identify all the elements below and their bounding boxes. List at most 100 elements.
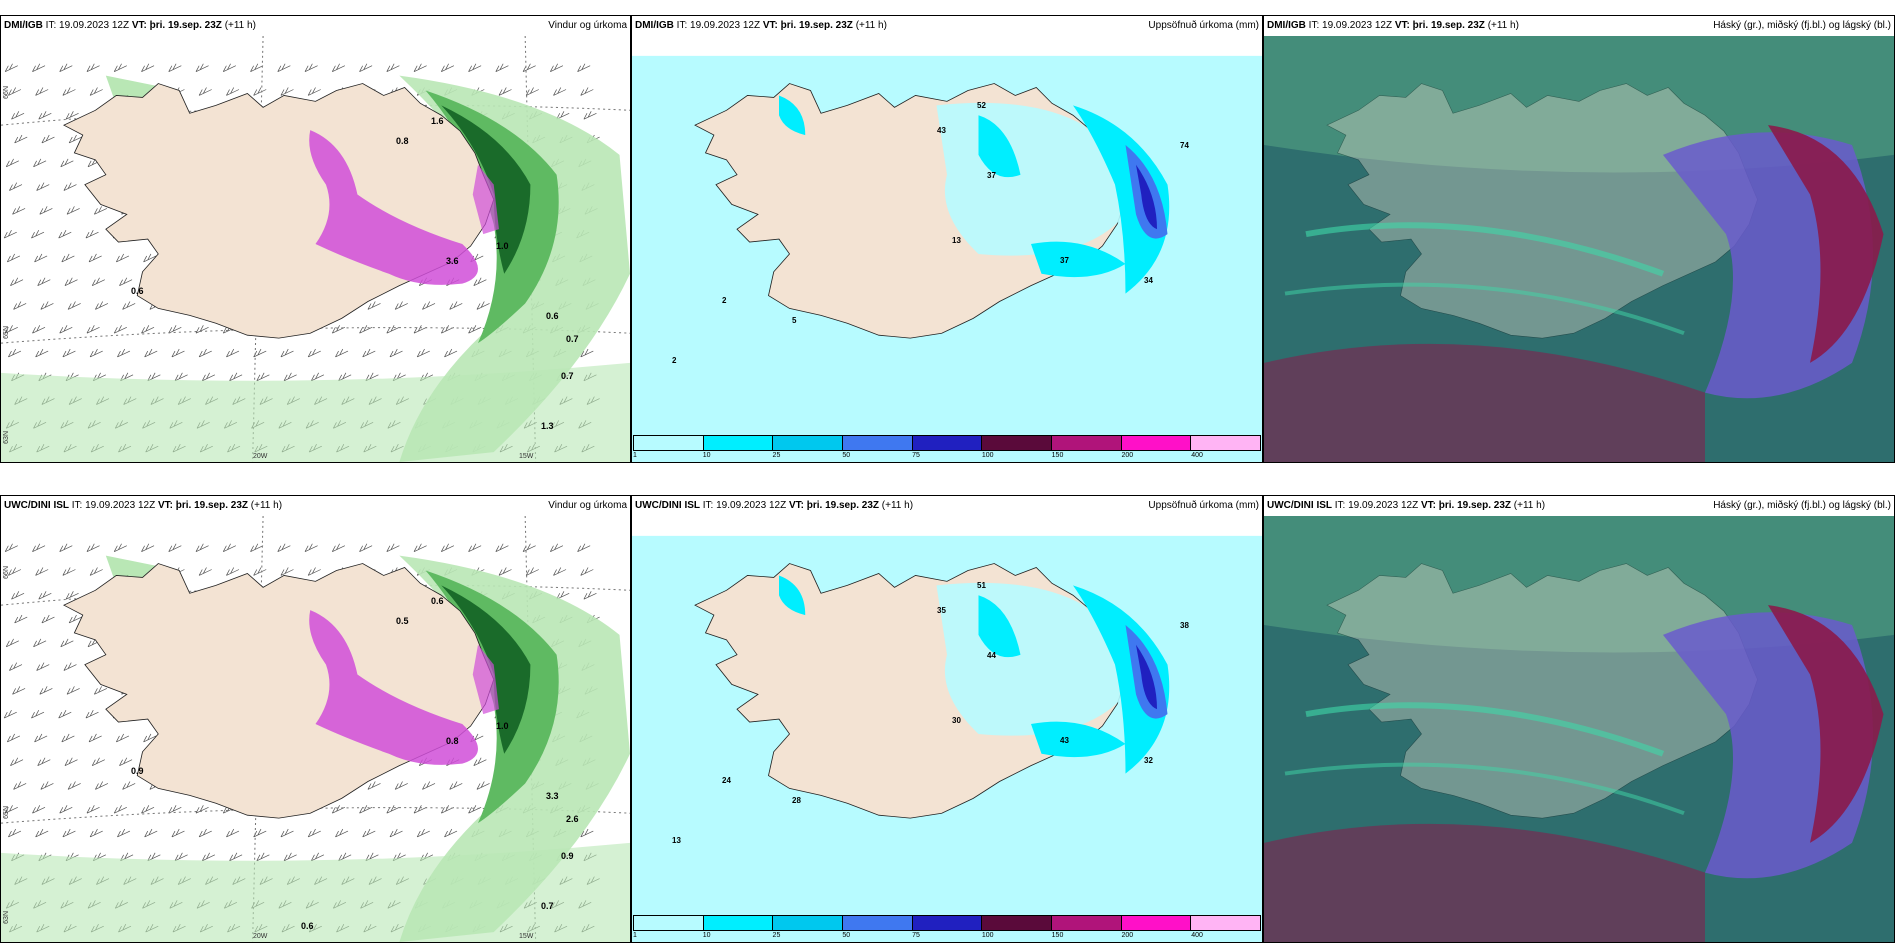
- legend-tick-label: 1: [633, 932, 637, 939]
- legend-tick-label: 400: [1191, 452, 1203, 459]
- precip-value-label: 0.6: [131, 286, 144, 296]
- longitude-label: 20W: [253, 933, 268, 940]
- legend-swatch: [634, 916, 704, 930]
- panel-title: Háský (gr.), miðský (fj.bl.) og lágský (…: [1713, 20, 1891, 31]
- legend-swatch: [703, 436, 774, 450]
- precip-total-label: 28: [792, 796, 801, 805]
- legend-tick-label: 75: [912, 452, 920, 459]
- precip-total-label: 38: [1180, 621, 1189, 630]
- model-name: DMI/IGB: [635, 20, 674, 31]
- precip-value-label: 0.9: [561, 851, 574, 861]
- latitude-label: 66N: [3, 86, 10, 99]
- latitude-label: 63N: [3, 911, 10, 924]
- precip-value-label: 1.0: [496, 241, 509, 251]
- legend-swatch: [773, 436, 844, 450]
- precip-value-label: 0.6: [301, 921, 314, 931]
- precip-total-label: 30: [952, 716, 961, 725]
- legend-tick-label: 10: [702, 932, 711, 939]
- precip-total-label: 13: [952, 236, 961, 245]
- legend-tick-label: 150: [1051, 452, 1064, 459]
- legend-tick-label: 50: [842, 932, 851, 939]
- map-area[interactable]: [632, 516, 1262, 942]
- legend-tick-label: 200: [1121, 932, 1134, 939]
- legend-swatch: [1121, 916, 1192, 930]
- legend-tick-label: 200: [1121, 452, 1134, 459]
- legend-swatch: [912, 436, 983, 450]
- map-area[interactable]: [1, 516, 630, 942]
- panel-title: Uppsöfnuð úrkoma (mm): [1148, 20, 1259, 31]
- precip-value-label: 0.6: [431, 596, 444, 606]
- valid-time: VT: þri. 19.sep. 23Z: [1394, 20, 1485, 31]
- precip-total-label: 5: [792, 316, 797, 325]
- precip-total-label: 34: [1144, 276, 1153, 285]
- precip-total-label: 43: [1060, 736, 1069, 745]
- precip-total-label: 51: [977, 581, 986, 590]
- model-name: UWC/DINI ISL: [635, 500, 700, 511]
- panel-header: DMI/IGB IT: 19.09.2023 12Z VT: þri. 19.s…: [1264, 16, 1894, 36]
- legend-tick-label: 10: [702, 452, 711, 459]
- model-name: DMI/IGB: [4, 20, 43, 31]
- panel-6-cloud-map: UWC/DINI ISL IT: 19.09.2023 12Z VT: þri.…: [1263, 495, 1895, 943]
- precip-value-label: 0.7: [561, 371, 574, 381]
- lead-time: (+11 h): [881, 500, 914, 511]
- legend-swatch: [982, 436, 1053, 450]
- panel-header: UWC/DINI ISL IT: 19.09.2023 12Z VT: þri.…: [1264, 496, 1894, 516]
- panel-title: Háský (gr.), miðský (fj.bl.) og lágský (…: [1713, 500, 1891, 511]
- precip-color-legend: 1 10 25 50 75 100 150 200 400: [633, 435, 1261, 461]
- panel-1-wind-map: DMI/IGB IT: 19.09.2023 12Z VT: þri. 19.s…: [0, 15, 631, 463]
- precip-total-label: 52: [977, 101, 986, 110]
- longitude-label: 15W: [519, 453, 534, 460]
- precip-value-label: 3.6: [446, 256, 459, 266]
- panel-3-cloud-map: DMI/IGB IT: 19.09.2023 12Z VT: þri. 19.s…: [1263, 15, 1895, 463]
- latitude-label: 63N: [3, 431, 10, 444]
- precip-total-label: 13: [672, 836, 681, 845]
- precip-color-legend: 1 10 25 50 75 100 150 200 400: [633, 915, 1261, 941]
- longitude-label: 15W: [519, 933, 534, 940]
- legend-swatch: [634, 436, 704, 450]
- init-time: IT: 19.09.2023 12Z: [702, 500, 787, 511]
- precip-value-label: 0.8: [446, 736, 459, 746]
- legend-tick-label: 100: [981, 932, 994, 939]
- precip-value-label: 2.6: [566, 814, 579, 824]
- precip-value-label: 1.0: [496, 721, 509, 731]
- longitude-label: 20W: [253, 453, 268, 460]
- panel-header: DMI/IGB IT: 19.09.2023 12Z VT: þri. 19.s…: [1, 16, 630, 36]
- legend-swatch: [1191, 436, 1261, 450]
- panel-header: DMI/IGB IT: 19.09.2023 12Z VT: þri. 19.s…: [632, 16, 1262, 36]
- legend-tick-label: 150: [1051, 932, 1064, 939]
- legend-swatch: [912, 916, 983, 930]
- precip-total-label: 37: [987, 171, 996, 180]
- legend-tick-label: 100: [981, 452, 994, 459]
- init-time: IT: 19.09.2023 12Z: [45, 20, 130, 31]
- panel-5-precip-map: UWC/DINI ISL IT: 19.09.2023 12Z VT: þri.…: [631, 495, 1263, 943]
- panel-4-wind-map: UWC/DINI ISL IT: 19.09.2023 12Z VT: þri.…: [0, 495, 631, 943]
- map-area[interactable]: [1264, 516, 1894, 942]
- legend-swatch: [843, 916, 913, 930]
- legend-tick-label: 75: [912, 932, 920, 939]
- model-name: UWC/DINI ISL: [4, 500, 69, 511]
- map-area[interactable]: [1264, 36, 1894, 462]
- init-time: IT: 19.09.2023 12Z: [1334, 500, 1419, 511]
- map-area[interactable]: [1, 36, 630, 462]
- model-name: UWC/DINI ISL: [1267, 500, 1332, 511]
- precip-value-label: 0.7: [541, 901, 554, 911]
- panel-title: Uppsöfnuð úrkoma (mm): [1148, 500, 1259, 511]
- panel-header: UWC/DINI ISL IT: 19.09.2023 12Z VT: þri.…: [632, 496, 1262, 516]
- precip-total-label: 35: [937, 606, 946, 615]
- precip-value-label: 1.3: [541, 421, 554, 431]
- latitude-label: 65N: [3, 806, 10, 819]
- precip-value-label: 0.9: [131, 766, 144, 776]
- model-name: DMI/IGB: [1267, 20, 1306, 31]
- legend-swatch: [1052, 916, 1122, 930]
- panel-2-precip-map: DMI/IGB IT: 19.09.2023 12Z VT: þri. 19.s…: [631, 15, 1263, 463]
- init-time: IT: 19.09.2023 12Z: [71, 500, 156, 511]
- valid-time: VT: þri. 19.sep. 23Z: [157, 500, 249, 511]
- precip-total-label: 32: [1144, 756, 1153, 765]
- legend-tick-label: 1: [633, 452, 637, 459]
- precip-total-label: 43: [937, 126, 946, 135]
- legend-swatch: [1121, 436, 1192, 450]
- valid-time: VT: þri. 19.sep. 23Z: [788, 500, 880, 511]
- precip-value-label: 3.3: [546, 791, 559, 801]
- map-area[interactable]: [632, 36, 1262, 462]
- latitude-label: 66N: [3, 566, 10, 579]
